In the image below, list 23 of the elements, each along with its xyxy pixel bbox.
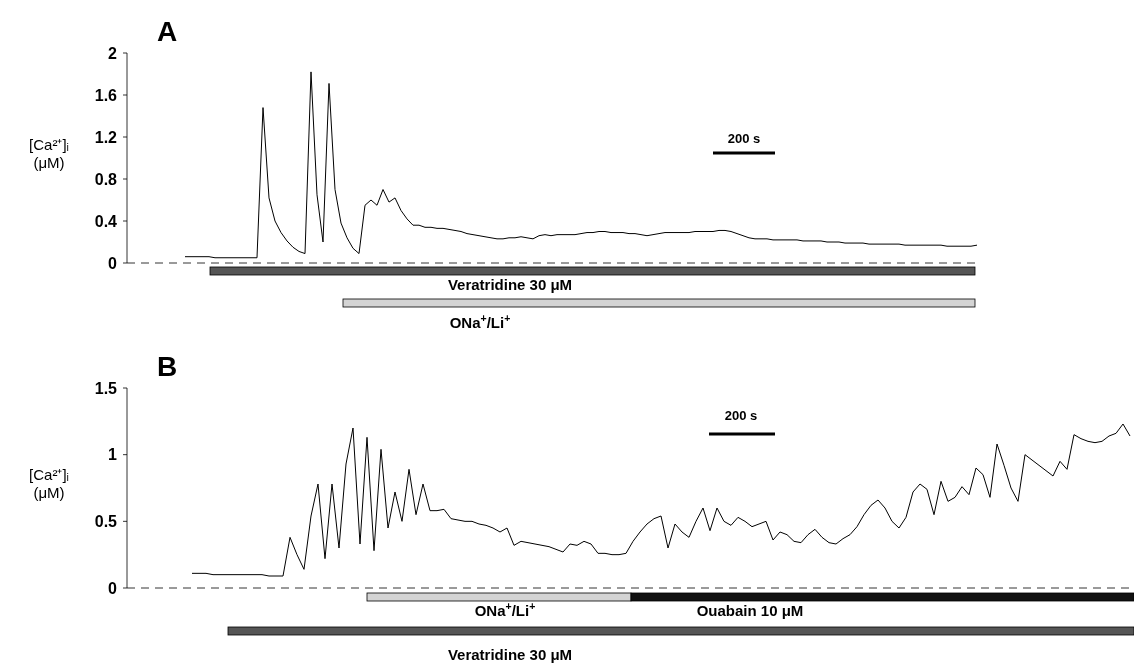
line-series xyxy=(191,423,1131,577)
y-tick-label: 1 xyxy=(108,446,118,464)
y-tick-label: 0 xyxy=(108,254,118,272)
y-tick-label: 2 xyxy=(108,44,118,62)
y-axis-title: [Ca²⁺]ᵢ (μM) xyxy=(29,466,69,501)
y-axis-title: [Ca²⁺]ᵢ (μM) xyxy=(29,136,69,171)
text: Veratridine 30 μM xyxy=(447,276,573,293)
y-tick-label: 0 xyxy=(108,579,118,597)
y-tick-label: 0.4 xyxy=(94,212,118,230)
chart-title: B xyxy=(157,351,178,382)
y-tick-label: 0.8 xyxy=(94,170,118,188)
chart-title: A xyxy=(157,16,178,47)
line-series xyxy=(184,71,978,259)
annotation: 200 s xyxy=(727,131,761,146)
text: ONa$^{+}$/Li$^{+}$ xyxy=(449,312,511,331)
y-tick-label: 1.2 xyxy=(94,128,118,146)
annotation: 200 s xyxy=(724,408,758,423)
text: Veratridine 30 μM xyxy=(447,646,573,663)
y-tick-label: 0.5 xyxy=(94,512,118,530)
text: Ouabain 10 μM xyxy=(696,602,804,619)
y-tick-label: 1.6 xyxy=(94,86,118,104)
y-tick-label: 1.5 xyxy=(94,379,118,397)
text: ONa$^{+}$/Li$^{+}$ xyxy=(474,600,536,619)
